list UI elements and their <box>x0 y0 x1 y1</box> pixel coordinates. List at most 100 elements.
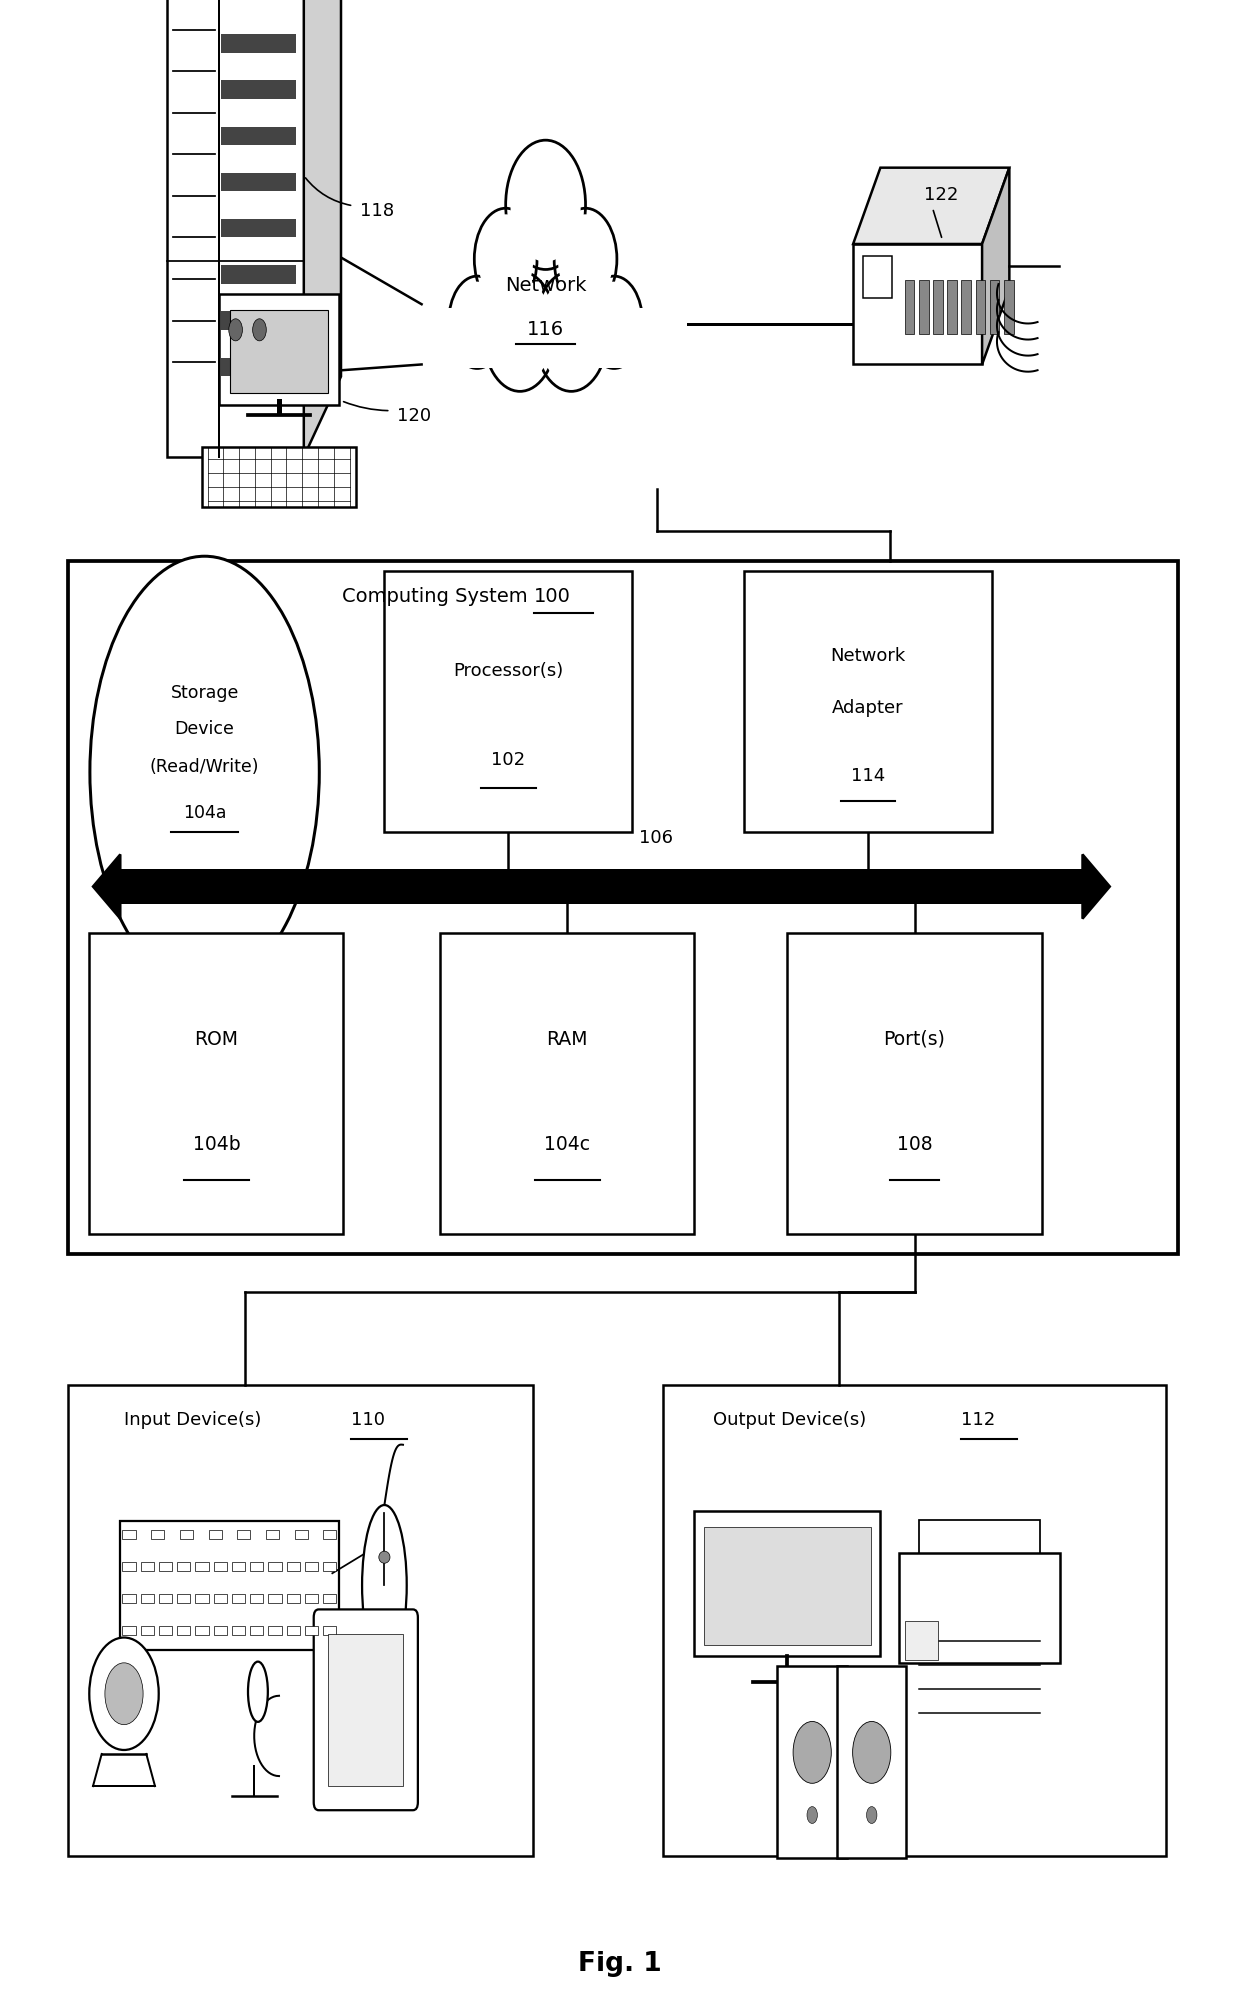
FancyBboxPatch shape <box>990 281 999 335</box>
FancyBboxPatch shape <box>787 933 1042 1234</box>
FancyBboxPatch shape <box>324 1529 336 1539</box>
Circle shape <box>253 319 267 341</box>
FancyBboxPatch shape <box>177 1626 190 1636</box>
FancyBboxPatch shape <box>196 1561 208 1571</box>
Circle shape <box>554 209 618 311</box>
FancyBboxPatch shape <box>120 1521 339 1650</box>
Text: Processor(s): Processor(s) <box>454 662 563 680</box>
FancyBboxPatch shape <box>120 871 1083 903</box>
Polygon shape <box>221 221 295 239</box>
FancyBboxPatch shape <box>232 1626 246 1636</box>
FancyBboxPatch shape <box>123 1529 135 1539</box>
FancyBboxPatch shape <box>140 1561 154 1571</box>
FancyBboxPatch shape <box>905 281 914 335</box>
Polygon shape <box>221 36 295 54</box>
FancyBboxPatch shape <box>213 1594 227 1604</box>
FancyBboxPatch shape <box>177 1594 190 1604</box>
Text: Input Device(s): Input Device(s) <box>124 1411 267 1427</box>
Circle shape <box>105 1664 143 1724</box>
FancyBboxPatch shape <box>265 1529 279 1539</box>
Text: 114: 114 <box>851 767 885 785</box>
Text: 116: 116 <box>527 319 564 339</box>
Polygon shape <box>853 169 1009 245</box>
Circle shape <box>506 140 585 271</box>
FancyBboxPatch shape <box>305 1594 319 1604</box>
FancyBboxPatch shape <box>208 1529 222 1539</box>
FancyBboxPatch shape <box>919 1519 1040 1575</box>
FancyBboxPatch shape <box>899 1553 1060 1664</box>
Text: 122: 122 <box>924 187 959 203</box>
Polygon shape <box>221 175 295 193</box>
Polygon shape <box>221 359 295 377</box>
Circle shape <box>558 215 613 305</box>
FancyBboxPatch shape <box>250 1594 263 1604</box>
FancyBboxPatch shape <box>314 1610 418 1810</box>
Ellipse shape <box>362 1505 407 1666</box>
Text: Port(s): Port(s) <box>884 1030 945 1048</box>
FancyBboxPatch shape <box>440 933 694 1234</box>
Text: 102: 102 <box>491 751 526 769</box>
Text: 120: 120 <box>397 407 432 423</box>
FancyBboxPatch shape <box>232 1561 246 1571</box>
Text: (Read/Write): (Read/Write) <box>150 759 259 775</box>
Circle shape <box>589 283 639 363</box>
Text: 104c: 104c <box>544 1134 590 1154</box>
Ellipse shape <box>379 1551 389 1563</box>
Polygon shape <box>167 0 304 458</box>
FancyBboxPatch shape <box>68 1385 533 1856</box>
FancyBboxPatch shape <box>286 1594 300 1604</box>
FancyBboxPatch shape <box>231 311 327 393</box>
Polygon shape <box>221 82 295 100</box>
Text: 108: 108 <box>897 1134 932 1154</box>
FancyBboxPatch shape <box>269 1626 281 1636</box>
Circle shape <box>853 1722 890 1784</box>
FancyBboxPatch shape <box>324 1594 336 1604</box>
Text: 118: 118 <box>360 203 394 219</box>
Ellipse shape <box>91 556 320 987</box>
Polygon shape <box>1083 855 1110 919</box>
Circle shape <box>487 279 553 385</box>
FancyBboxPatch shape <box>744 572 992 833</box>
FancyBboxPatch shape <box>196 1594 208 1604</box>
FancyBboxPatch shape <box>213 1626 227 1636</box>
FancyBboxPatch shape <box>123 1626 135 1636</box>
Ellipse shape <box>248 1662 268 1722</box>
FancyBboxPatch shape <box>177 1561 190 1571</box>
FancyBboxPatch shape <box>123 1594 135 1604</box>
Text: 112: 112 <box>961 1411 996 1427</box>
FancyBboxPatch shape <box>932 281 942 335</box>
FancyBboxPatch shape <box>1004 281 1013 335</box>
FancyBboxPatch shape <box>250 1626 263 1636</box>
Text: Device: Device <box>175 721 234 737</box>
Circle shape <box>89 1638 159 1750</box>
Circle shape <box>867 1806 877 1824</box>
FancyBboxPatch shape <box>250 1561 263 1571</box>
FancyBboxPatch shape <box>196 1626 208 1636</box>
Circle shape <box>453 283 502 363</box>
Polygon shape <box>221 267 295 285</box>
FancyBboxPatch shape <box>384 572 632 833</box>
FancyBboxPatch shape <box>202 448 356 508</box>
Text: 110: 110 <box>351 1411 384 1427</box>
FancyBboxPatch shape <box>905 1622 937 1660</box>
FancyBboxPatch shape <box>663 1385 1166 1856</box>
FancyBboxPatch shape <box>305 1626 319 1636</box>
FancyBboxPatch shape <box>305 1561 319 1571</box>
Text: Network: Network <box>505 275 587 295</box>
FancyBboxPatch shape <box>232 1594 246 1604</box>
Circle shape <box>482 273 557 391</box>
Text: 104b: 104b <box>192 1134 241 1154</box>
FancyBboxPatch shape <box>269 1594 281 1604</box>
FancyBboxPatch shape <box>777 1666 847 1858</box>
Circle shape <box>511 149 580 263</box>
Text: 104a: 104a <box>182 805 227 821</box>
Text: Output Device(s): Output Device(s) <box>713 1411 872 1427</box>
Text: Computing System: Computing System <box>342 586 534 606</box>
FancyBboxPatch shape <box>269 1561 281 1571</box>
FancyBboxPatch shape <box>863 257 892 299</box>
FancyBboxPatch shape <box>324 1561 336 1571</box>
FancyBboxPatch shape <box>123 1561 135 1571</box>
Circle shape <box>479 215 533 305</box>
FancyBboxPatch shape <box>286 1626 300 1636</box>
Polygon shape <box>982 169 1009 365</box>
